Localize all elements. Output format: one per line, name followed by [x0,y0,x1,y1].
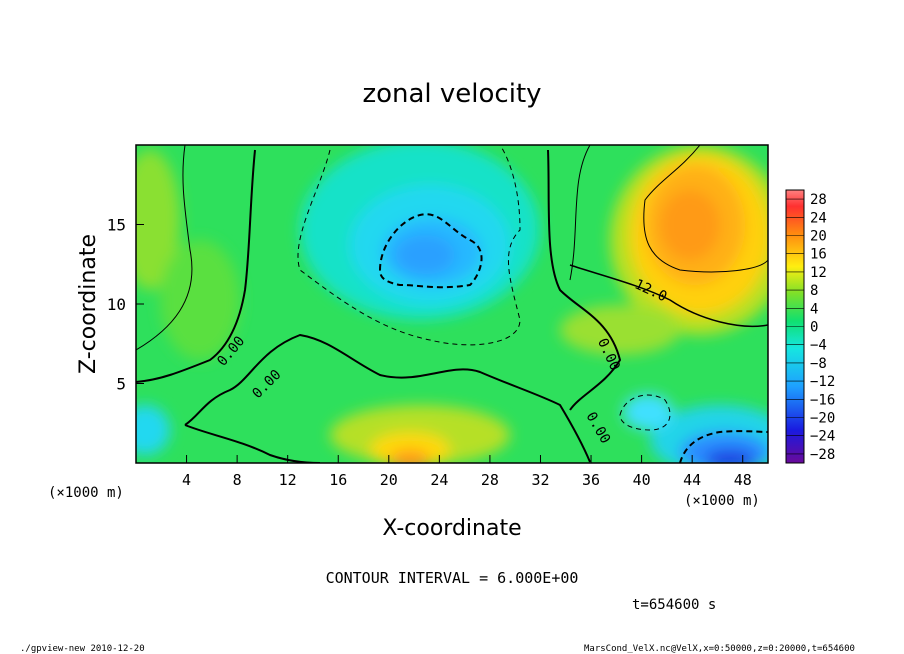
y-axis-title: Z-coordinate [76,234,101,374]
colorbar-tick-label: −24 [810,429,835,445]
colorbar-tick-label: 28 [810,192,827,208]
colorbar-tick-label: 16 [810,247,827,263]
x-axis: 4 8 12 16 20 24 28 32 36 40 44 48 [182,455,752,489]
x-tick-label: 20 [380,471,398,489]
colorbar-tick-label: −4 [810,338,827,354]
colorbar-ticks: 28 24 20 16 12 8 4 0 −4 −8 −12 −16 −20 −24 −28 [786,192,835,463]
colorbar-tick-label: 4 [810,301,818,317]
x-tick-label: 28 [481,471,499,489]
x-tick-label: 12 [279,471,297,489]
x-tick-label: 8 [233,471,242,489]
colorbar-tick-label: −16 [810,392,835,408]
x-axis-title: X-coordinate [382,516,521,541]
footer-left: ./gpview-new 2010-12-20 [20,644,145,654]
colorbar-tick-label: 8 [810,283,818,299]
heatmap-field: 0.00 0.00 12.0 0.00 0.00 [136,145,768,463]
contour-interval: CONTOUR INTERVAL = 6.000E+00 [326,569,579,587]
colorbar-tick-label: 0 [810,320,818,336]
x-tick-label: 36 [582,471,600,489]
y-tick-label: 10 [107,295,126,314]
x-tick-label: 40 [633,471,651,489]
x-tick-label: 24 [430,471,448,489]
colorbar-tick-label: −28 [810,447,835,463]
colorbar-tick-label: 12 [810,265,827,281]
colorbar-tick-label: 20 [810,229,827,245]
x-unit-label-right: (×1000 m) [684,493,760,509]
x-unit-label: (×1000 m) [48,485,124,501]
x-tick-label: 48 [734,471,752,489]
colorbar-tick-label: −12 [810,374,835,390]
x-tick-label: 16 [329,471,347,489]
y-tick-label: 5 [116,375,126,394]
x-tick-label: 44 [683,471,701,489]
footer-right: MarsCond_VelX.nc@VelX,x=0:50000,z=0:2000… [584,644,855,654]
time-label: t=654600 s [632,597,716,613]
colorbar-tick-label: −20 [810,411,835,427]
contour-lines [136,145,768,463]
y-tick-label: 15 [107,216,126,235]
chart-title: zonal velocity [362,79,541,109]
colorbar-tick-label: −8 [810,356,827,372]
y-axis: 5 10 15 [107,216,144,394]
x-tick-label: 4 [182,471,191,489]
x-tick-label: 32 [531,471,549,489]
colorbar-tick-label: 24 [810,210,827,226]
